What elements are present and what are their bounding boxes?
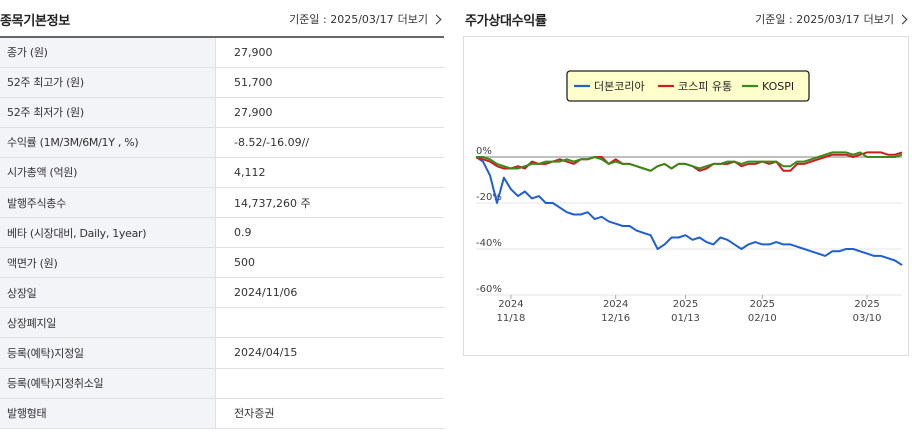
info-value: 51,700 — [215, 67, 444, 98]
info-value: 4,112 — [215, 157, 444, 188]
info-row: 상장일 2024/11/06 — [0, 277, 444, 309]
basic-info-table: 종가 (원) 27,900 52주 최고가 (원) 51,700 52주 최저가 (원)… — [0, 36, 444, 429]
info-value — [215, 307, 444, 339]
info-row: 수익률 (1M/3M/6M/1Y , %) -8.52/-16.09// — [0, 127, 444, 158]
x-tick-year: 2025 — [854, 299, 879, 310]
info-value: -8.52/-16.09// — [215, 127, 444, 158]
series-line-1 — [475, 151, 903, 172]
info-label: 등록(예탁)지정취소일 — [0, 368, 216, 399]
info-value: 27,900 — [215, 37, 444, 68]
relative-return-panel: 주가상대수익률 기준일 : 2025/03/17 더보기 0% -20% -40% -… — [463, 0, 912, 356]
info-label: 베타 (시장대비, Daily, 1year) — [0, 217, 216, 249]
y-tick-label: -20% — [476, 192, 502, 203]
basic-info-panel: 종목기본정보 기준일 : 2025/03/17 더보기 종가 (원) 27,900… — [0, 0, 444, 429]
series-line-2 — [476, 151, 903, 172]
x-tick-date: 03/10 — [853, 313, 882, 324]
info-label: 발행형태 — [0, 398, 216, 429]
y-tick-label: -40% — [476, 238, 502, 249]
info-label: 수익률 (1M/3M/6M/1Y , %) — [0, 127, 216, 158]
info-row: 등록(예탁)지정취소일 — [0, 368, 444, 399]
info-value: 전자증권 — [215, 398, 444, 429]
info-label: 발행주식총수 — [0, 187, 216, 219]
y-tick-label: -60% — [476, 284, 502, 295]
info-row: 52주 최저가 (원) 27,900 — [0, 97, 444, 128]
info-row: 베타 (시장대비, Daily, 1year) 0.9 — [0, 217, 444, 249]
info-row: 액면가 (원) 500 — [0, 247, 444, 279]
info-row: 종가 (원) 27,900 — [0, 37, 444, 68]
chevron-right-icon — [431, 14, 442, 25]
info-value: 500 — [215, 247, 444, 279]
x-tick-date: 12/16 — [601, 313, 630, 324]
basic-info-ref: 기준일 : 2025/03/17 더보기 — [289, 11, 442, 27]
x-tick-year: 2024 — [498, 299, 523, 310]
info-label: 액면가 (원) — [0, 247, 216, 279]
info-value: 0.9 — [215, 217, 444, 249]
legend-box — [566, 70, 810, 102]
info-label: 52주 최고가 (원) — [0, 67, 216, 98]
basic-info-title: 종목기본정보 — [0, 14, 70, 29]
relative-return-more-link[interactable]: 더보기 — [863, 11, 908, 27]
info-label: 종가 (원) — [0, 37, 216, 68]
info-value: 27,900 — [215, 97, 444, 128]
basic-info-header: 종목기본정보 기준일 : 2025/03/17 더보기 — [0, 0, 444, 36]
info-value — [215, 368, 444, 399]
info-row: 상장폐지일 — [0, 307, 444, 339]
info-value: 2024/11/06 — [215, 277, 444, 309]
x-tick-date: 01/13 — [671, 313, 700, 324]
x-tick-year: 2025 — [750, 299, 775, 310]
info-label: 시가총액 (억원) — [0, 157, 216, 188]
info-row: 시가총액 (억원) 4,112 — [0, 157, 444, 188]
x-tick-year: 2024 — [603, 299, 628, 310]
info-label: 등록(예탁)지정일 — [0, 337, 216, 369]
relative-return-header: 주가상대수익률 기준일 : 2025/03/17 더보기 — [463, 0, 912, 36]
info-label: 상장일 — [0, 277, 216, 309]
y-tick-label: 0% — [476, 146, 492, 157]
series-line-0 — [475, 156, 903, 266]
info-row: 등록(예탁)지정일 2024/04/15 — [0, 337, 444, 369]
legend-label: KOSPI — [762, 80, 794, 93]
info-value: 2024/04/15 — [215, 337, 444, 369]
chart-container: 0% -20% -40% -60% 2024 11/18 2024 12/16 2025 01/1… — [463, 36, 909, 356]
relative-return-title: 주가상대수익률 — [465, 14, 547, 29]
relative-return-ref-date: 기준일 : 2025/03/17 — [755, 13, 860, 26]
chevron-right-icon — [897, 14, 908, 25]
relative-return-chart: 0% -20% -40% -60% 2024 11/18 2024 12/16 2025 01/1… — [475, 70, 903, 324]
info-label: 상장폐지일 — [0, 307, 216, 339]
info-row: 발행형태 전자증권 — [0, 398, 444, 429]
info-label: 52주 최저가 (원) — [0, 97, 216, 128]
basic-info-more-link[interactable]: 더보기 — [397, 11, 442, 27]
relative-return-ref: 기준일 : 2025/03/17 더보기 — [755, 11, 908, 27]
x-tick-date: 11/18 — [497, 313, 526, 324]
x-tick-date: 02/10 — [748, 313, 777, 324]
info-value: 14,737,260 주 — [215, 187, 444, 219]
legend-label: 코스피 유통 — [678, 80, 732, 93]
x-tick-year: 2025 — [673, 299, 698, 310]
legend-label: 더본코리아 — [594, 80, 645, 93]
info-row: 52주 최고가 (원) 51,700 — [0, 67, 444, 98]
info-row: 발행주식총수 14,737,260 주 — [0, 187, 444, 219]
basic-info-ref-date: 기준일 : 2025/03/17 — [289, 13, 394, 26]
relative-return-more-label: 더보기 — [863, 13, 894, 26]
basic-info-more-label: 더보기 — [397, 13, 428, 26]
